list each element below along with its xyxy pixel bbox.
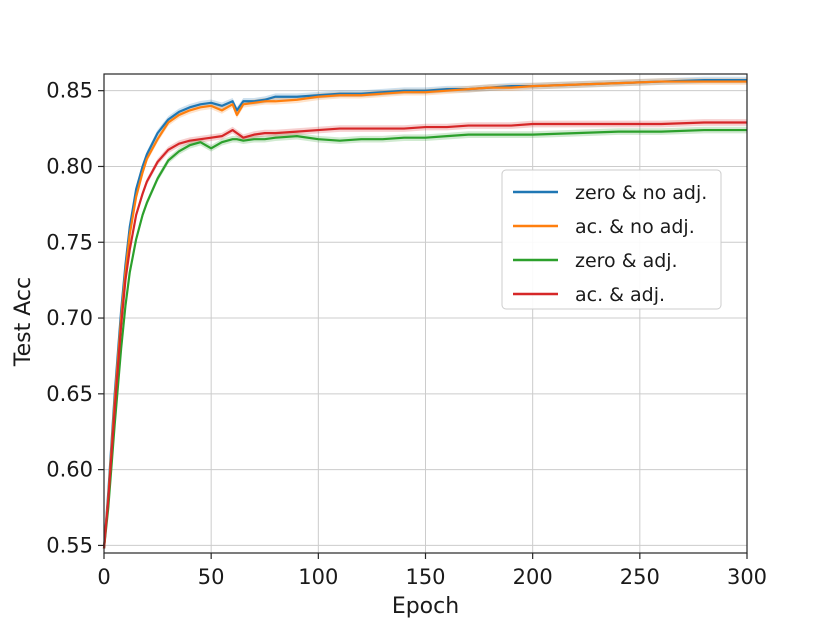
series-line-2 bbox=[102, 128, 747, 549]
series-line-3 bbox=[102, 121, 747, 549]
x-tick-label: 100 bbox=[298, 565, 338, 589]
tick-marks bbox=[98, 90, 748, 559]
confidence-band-1 bbox=[104, 78, 747, 550]
legend-label: zero & no adj. bbox=[575, 182, 707, 204]
x-tick-label: 150 bbox=[405, 565, 445, 589]
x-tick-label: 300 bbox=[727, 565, 767, 589]
legend-label: zero & adj. bbox=[575, 250, 678, 272]
y-tick-label: 0.70 bbox=[46, 306, 93, 330]
x-tick-label: 250 bbox=[620, 565, 660, 589]
y-tick-label: 0.55 bbox=[46, 533, 93, 557]
legend-label: ac. & no adj. bbox=[575, 216, 695, 238]
y-tick-label: 0.75 bbox=[46, 230, 93, 254]
series-line-1 bbox=[102, 80, 747, 549]
grid bbox=[103, 74, 748, 553]
y-tick-label: 0.80 bbox=[46, 154, 93, 178]
legend: zero & no adj. ac. & no adj. zero & adj. ac… bbox=[501, 169, 722, 310]
legend-item: zero & adj. bbox=[513, 250, 678, 272]
y-tick-label: 0.65 bbox=[46, 382, 93, 406]
legend-item: ac. & adj. bbox=[513, 284, 665, 306]
x-tick-label: 0 bbox=[97, 565, 110, 589]
x-axis-title: Epoch bbox=[392, 594, 459, 619]
legend-box bbox=[501, 169, 722, 310]
confidence-bands bbox=[104, 76, 747, 550]
x-tick-label: 50 bbox=[198, 565, 225, 589]
legend-item: ac. & no adj. bbox=[513, 216, 695, 238]
y-tick-label: 0.60 bbox=[46, 458, 93, 482]
series-lines bbox=[102, 78, 747, 549]
x-tick-labels: 0 50 100 150 200 250 300 bbox=[97, 565, 767, 589]
y-tick-labels: 0.55 0.60 0.65 0.70 0.75 0.80 0.85 bbox=[46, 79, 93, 558]
y-axis-title: Test Acc bbox=[11, 277, 36, 367]
x-tick-label: 200 bbox=[513, 565, 553, 589]
y-tick-label: 0.85 bbox=[46, 79, 93, 103]
legend-label: ac. & adj. bbox=[575, 284, 665, 306]
legend-item: zero & no adj. bbox=[513, 182, 707, 204]
